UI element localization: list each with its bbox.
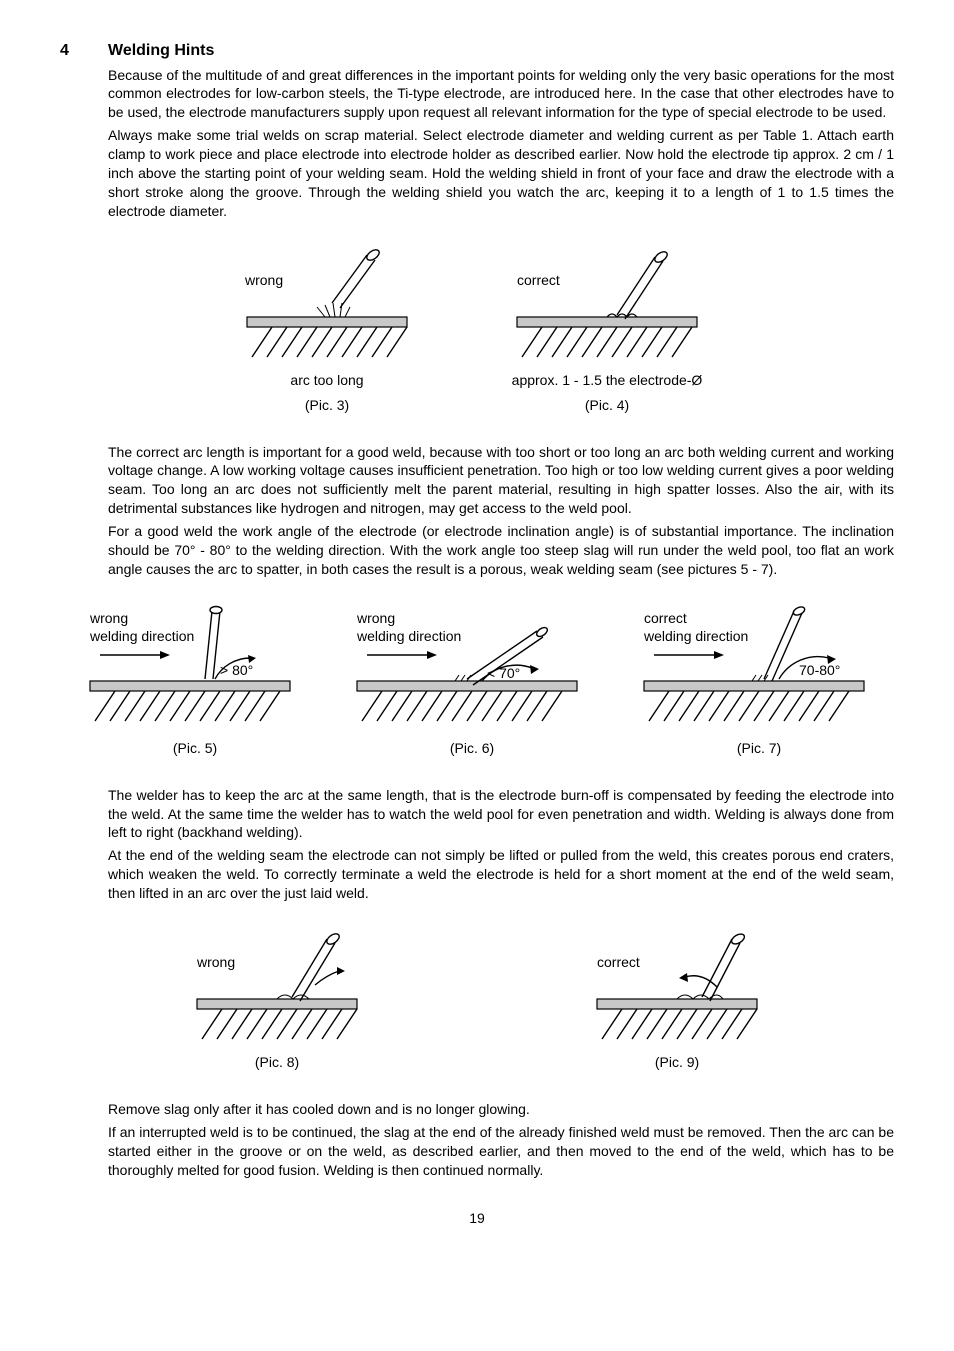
svg-text:wrong: wrong xyxy=(196,954,235,970)
svg-text:70-80°: 70-80° xyxy=(799,662,840,678)
figure-5-svg: wrong welding direction xyxy=(80,603,310,733)
fig7-caption: (Pic. 7) xyxy=(634,739,884,758)
fig4-label: correct xyxy=(517,272,560,288)
svg-text:welding direction: welding direction xyxy=(356,628,461,644)
figure-6-svg: wrong welding direction xyxy=(347,603,597,733)
fig8-caption: (Pic. 8) xyxy=(167,1053,387,1072)
fig4-caption2: (Pic. 4) xyxy=(477,396,737,415)
svg-text:wrong: wrong xyxy=(356,610,395,626)
fig3-label: wrong xyxy=(244,272,283,288)
figure-4: correct approx. 1 - 1.5 the electrode-Ø … xyxy=(477,245,737,415)
figure-5: wrong welding direction xyxy=(80,603,310,758)
figure-row-8-9: wrong (Pic. 8) correct xyxy=(60,927,894,1072)
page-number: 19 xyxy=(60,1209,894,1228)
fig3-caption2: (Pic. 3) xyxy=(217,396,437,415)
svg-text:wrong: wrong xyxy=(89,610,128,626)
paragraph-8: If an interrupted weld is to be continue… xyxy=(108,1123,894,1180)
figure-9: correct (Pic. 9) xyxy=(567,927,787,1072)
svg-text:< 70°: < 70° xyxy=(487,665,520,681)
paragraph-1: Because of the multitude of and great di… xyxy=(108,66,894,123)
fig4-caption1: approx. 1 - 1.5 the electrode-Ø xyxy=(477,371,737,390)
svg-text:welding direction: welding direction xyxy=(643,628,748,644)
fig6-caption: (Pic. 6) xyxy=(347,739,597,758)
fig9-caption: (Pic. 9) xyxy=(567,1053,787,1072)
figure-4-svg: correct xyxy=(477,245,737,365)
section-header: 4 Welding Hints xyxy=(60,40,894,62)
paragraph-5: The welder has to keep the arc at the sa… xyxy=(108,786,894,843)
figure-3-svg: wrong xyxy=(217,245,437,365)
figure-9-svg: correct xyxy=(567,927,787,1047)
fig5-caption: (Pic. 5) xyxy=(80,739,310,758)
paragraph-4: For a good weld the work angle of the el… xyxy=(108,522,894,579)
svg-text:correct: correct xyxy=(597,954,640,970)
svg-text:welding direction: welding direction xyxy=(89,628,194,644)
paragraph-7: Remove slag only after it has cooled dow… xyxy=(108,1100,894,1119)
fig3-caption1: arc too long xyxy=(217,371,437,390)
figure-8-svg: wrong xyxy=(167,927,387,1047)
paragraph-2: Always make some trial welds on scrap ma… xyxy=(108,126,894,220)
paragraph-3: The correct arc length is important for … xyxy=(108,443,894,519)
figure-7-svg: correct welding direction xyxy=(634,603,884,733)
figure-7: correct welding direction xyxy=(634,603,884,758)
section-title: Welding Hints xyxy=(108,40,214,62)
svg-text:correct: correct xyxy=(644,610,687,626)
figure-row-3-4: wrong arc too long (Pic. 3) corr xyxy=(60,245,894,415)
figure-3: wrong arc too long (Pic. 3) xyxy=(217,245,437,415)
section-number: 4 xyxy=(60,40,108,62)
svg-text:> 80°: > 80° xyxy=(220,662,253,678)
paragraph-6: At the end of the welding seam the elect… xyxy=(108,846,894,903)
figure-row-5-6-7: wrong welding direction xyxy=(60,603,894,758)
figure-8: wrong (Pic. 8) xyxy=(167,927,387,1072)
figure-6: wrong welding direction xyxy=(347,603,597,758)
